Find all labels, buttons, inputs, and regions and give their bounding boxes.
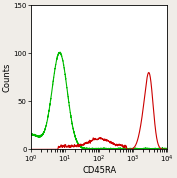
X-axis label: CD45RA: CD45RA <box>82 166 116 175</box>
Y-axis label: Counts: Counts <box>3 63 12 92</box>
